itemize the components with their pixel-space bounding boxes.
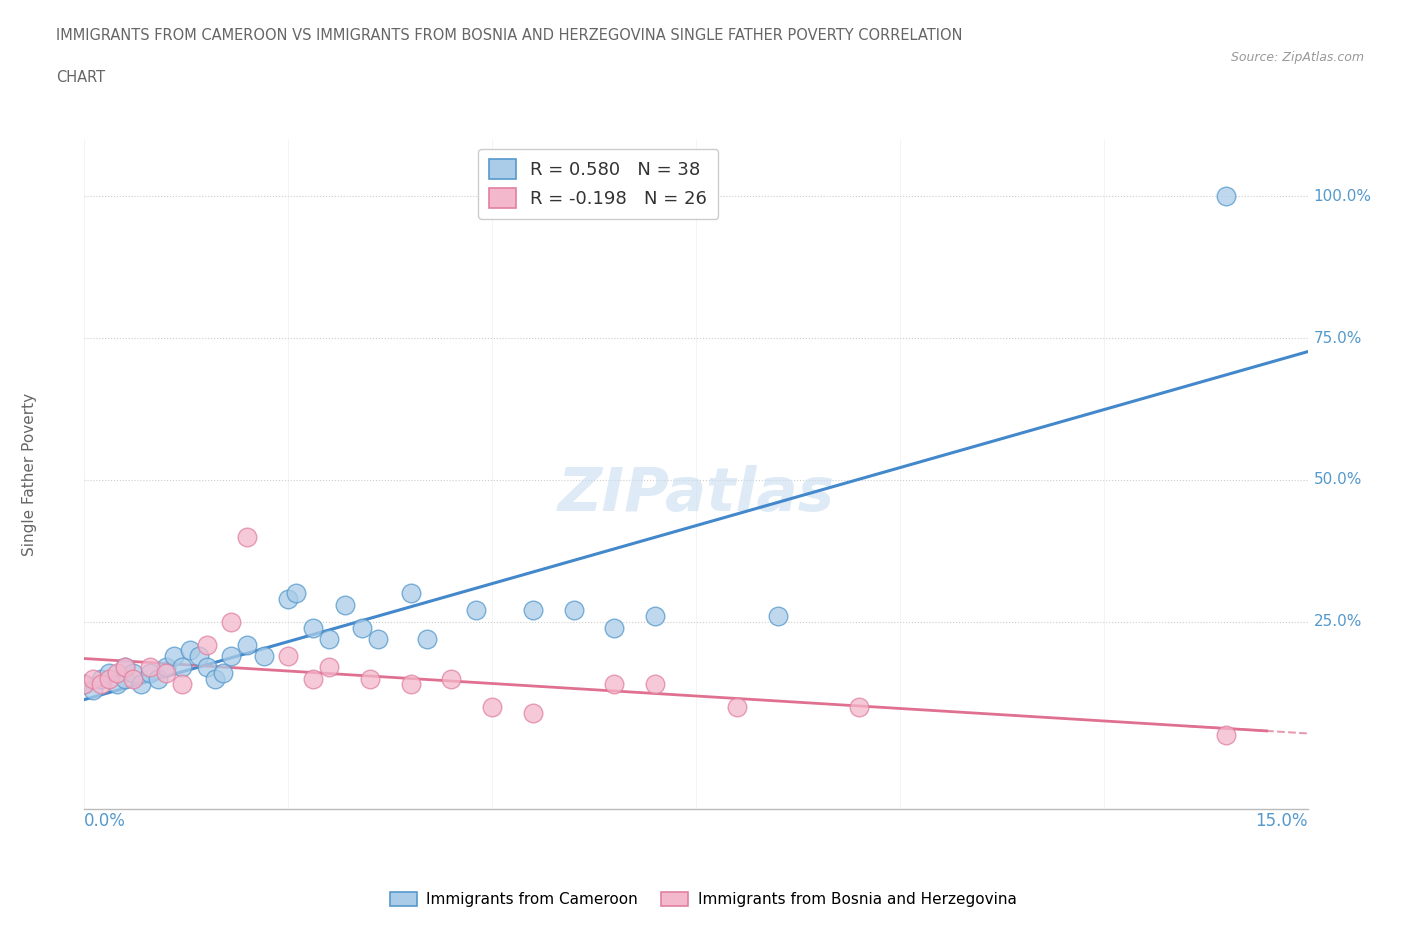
Point <box>155 659 177 674</box>
Point <box>562 603 585 618</box>
Point <box>219 615 242 630</box>
Point <box>146 671 169 686</box>
Point <box>367 631 389 646</box>
Point <box>522 705 544 720</box>
Point <box>163 648 186 663</box>
Point <box>603 677 626 692</box>
Text: IMMIGRANTS FROM CAMEROON VS IMMIGRANTS FROM BOSNIA AND HERZEGOVINA SINGLE FATHER: IMMIGRANTS FROM CAMEROON VS IMMIGRANTS F… <box>56 28 963 43</box>
Point <box>603 620 626 635</box>
Point <box>277 591 299 606</box>
Point <box>82 683 104 698</box>
Text: 25.0%: 25.0% <box>1313 615 1362 630</box>
Point <box>90 671 112 686</box>
Point <box>172 659 194 674</box>
Point <box>285 586 308 601</box>
Point <box>82 671 104 686</box>
Text: 0.0%: 0.0% <box>84 812 127 830</box>
Point <box>522 603 544 618</box>
Point <box>766 609 789 624</box>
Point <box>195 637 218 652</box>
Point <box>335 597 357 612</box>
Point <box>155 666 177 681</box>
Point <box>301 620 323 635</box>
Point <box>848 699 870 714</box>
Point <box>122 671 145 686</box>
Text: 100.0%: 100.0% <box>1313 189 1372 204</box>
Point <box>644 677 666 692</box>
Point <box>179 643 201 658</box>
Point <box>277 648 299 663</box>
Point <box>318 631 340 646</box>
Point <box>399 677 422 692</box>
Point <box>187 648 209 663</box>
Point <box>105 666 128 681</box>
Text: 75.0%: 75.0% <box>1313 330 1362 346</box>
Point <box>253 648 276 663</box>
Point <box>97 666 120 681</box>
Point <box>204 671 226 686</box>
Point <box>114 671 136 686</box>
Point <box>359 671 381 686</box>
Point <box>105 677 128 692</box>
Point <box>172 677 194 692</box>
Legend: R = 0.580   N = 38, R = -0.198   N = 26: R = 0.580 N = 38, R = -0.198 N = 26 <box>478 149 718 219</box>
Point <box>219 648 242 663</box>
Point <box>464 603 486 618</box>
Point <box>138 659 160 674</box>
Point <box>212 666 235 681</box>
Text: ZIPatlas: ZIPatlas <box>557 465 835 524</box>
Point <box>350 620 373 635</box>
Point <box>122 666 145 681</box>
Point <box>318 659 340 674</box>
Point <box>236 637 259 652</box>
Point <box>97 671 120 686</box>
Text: 50.0%: 50.0% <box>1313 472 1362 487</box>
Point <box>440 671 463 686</box>
Text: CHART: CHART <box>56 70 105 85</box>
Point <box>195 659 218 674</box>
Point <box>114 659 136 674</box>
Point <box>90 677 112 692</box>
Point <box>725 699 748 714</box>
Point <box>1215 189 1237 204</box>
Point <box>73 677 96 692</box>
Point <box>644 609 666 624</box>
Point <box>131 677 153 692</box>
Legend: Immigrants from Cameroon, Immigrants from Bosnia and Herzegovina: Immigrants from Cameroon, Immigrants fro… <box>384 885 1022 913</box>
Point <box>73 677 96 692</box>
Point <box>114 659 136 674</box>
Point <box>301 671 323 686</box>
Point <box>416 631 439 646</box>
Point <box>138 666 160 681</box>
Point <box>236 529 259 544</box>
Point <box>399 586 422 601</box>
Text: Source: ZipAtlas.com: Source: ZipAtlas.com <box>1230 51 1364 64</box>
Point <box>481 699 503 714</box>
Text: Single Father Poverty: Single Father Poverty <box>22 392 37 556</box>
Point <box>1215 728 1237 743</box>
Text: 15.0%: 15.0% <box>1256 812 1308 830</box>
